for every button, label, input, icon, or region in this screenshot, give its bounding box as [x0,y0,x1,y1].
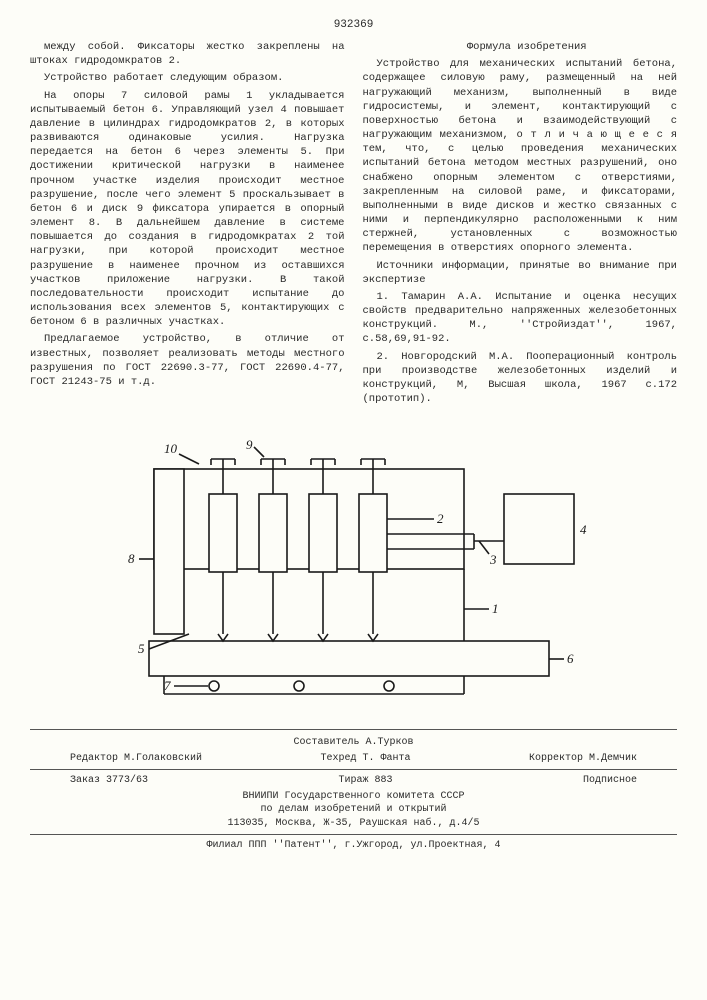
label-6: 6 [567,651,574,666]
order-num: Заказ 3773/63 [70,774,148,788]
editor: Редактор М.Голаковский [70,752,202,766]
para: Устройство работает следующим образом. [30,71,345,85]
left-column: между собой. Фиксаторы жестко закреплены… [30,40,345,409]
source-ref: 2. Новгородский М.А. Пооперационный конт… [363,350,678,407]
filial: Филиал ППП ''Патент'', г.Ужгород, ул.Про… [30,839,677,853]
label-8: 8 [128,551,135,566]
techred: Техред Т. Фанта [320,752,410,766]
footer-block: Составитель А.Турков Редактор М.Голаковс… [30,729,677,853]
technical-diagram: 1 2 3 4 5 6 7 8 9 10 [104,439,604,709]
org-line2: по делам изобретений и открытий [30,803,677,817]
document-number: 932369 [334,18,374,33]
label-2: 2 [437,511,444,526]
org-line1: ВНИИПИ Государственного комитета СССР [30,790,677,804]
corrector: Корректор М.Демчик [529,752,637,766]
claims-title: Формула изобретения [363,40,678,54]
para: между собой. Фиксаторы жестко закреплены… [30,40,345,68]
label-5: 5 [138,641,145,656]
tirazh: Тираж 883 [338,774,392,788]
source-ref: 1. Тамарин А.А. Испытание и оценка несущ… [363,290,678,347]
sign: Подписное [583,774,637,788]
para: На опоры 7 силовой рамы 1 укладывается и… [30,89,345,330]
label-9: 9 [246,439,253,452]
text-columns: между собой. Фиксаторы жестко закреплены… [30,40,677,409]
label-4: 4 [580,522,587,537]
sources-title: Источники информации, принятые во вниман… [363,259,678,287]
compiler-line: Составитель А.Турков [30,736,677,750]
label-1: 1 [492,601,499,616]
label-3: 3 [489,552,497,567]
label-7: 7 [164,678,171,693]
right-column: Формула изобретения Устройство для механ… [363,40,678,409]
address: 113035, Москва, Ж-35, Раушская наб., д.4… [30,817,677,831]
para: Устройство для механических испытаний бе… [363,57,678,255]
label-10: 10 [164,441,178,456]
para: Предлагаемое устройство, в отличие от из… [30,332,345,389]
diagram-svg: 1 2 3 4 5 6 7 8 9 10 [104,439,604,709]
